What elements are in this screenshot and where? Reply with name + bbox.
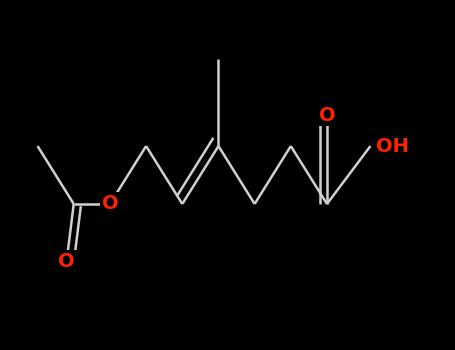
Text: OH: OH: [376, 136, 409, 155]
Text: O: O: [318, 106, 335, 125]
Text: O: O: [58, 252, 75, 271]
Text: O: O: [101, 195, 118, 214]
